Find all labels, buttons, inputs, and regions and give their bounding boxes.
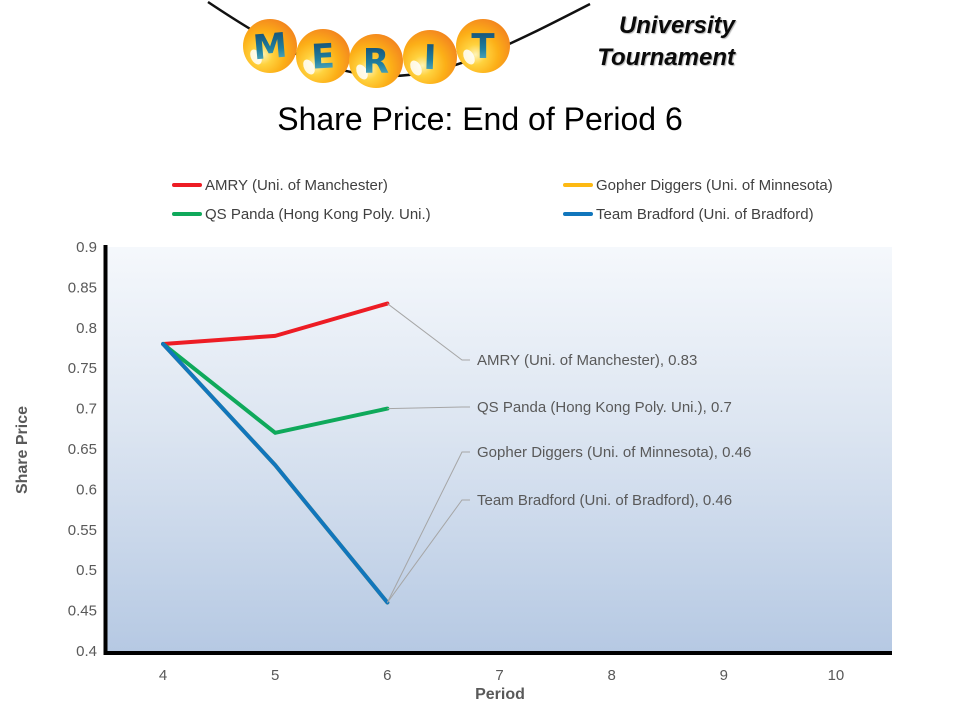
series-line-1 <box>161 301 390 346</box>
share-price-chart: 0.9 0.85 0.8 0.75 0.7 0.65 0.6 0.55 0.5 0.45 0.4 4… <box>68 239 892 684</box>
y-tick-label: 0.75 <box>68 360 97 377</box>
y-tick-label: 0.45 <box>68 603 97 620</box>
ball-glint <box>410 60 422 76</box>
chart-title: Share Price: End of Period 6 <box>277 101 683 137</box>
leader-line <box>387 303 470 361</box>
ball-glint <box>250 49 262 65</box>
logo-letter-i: I <box>423 38 437 78</box>
logo-subtitle: University Tournament <box>545 10 735 74</box>
leader-line <box>386 499 470 603</box>
x-tick-label: 8 <box>607 667 615 684</box>
x-tick-label: 4 <box>159 667 167 684</box>
leader-line <box>387 406 470 410</box>
data-label-series-4: Team Bradford (Uni. of Bradford), 0.46 <box>477 492 732 509</box>
series-line-4 <box>161 341 390 605</box>
x-tick-label: 5 <box>271 667 279 684</box>
legend-item-2: Gopher Diggers (Uni. of Minnesota) <box>563 176 833 194</box>
x-tick-label: 9 <box>720 667 728 684</box>
logo-letter-r: R <box>363 42 389 82</box>
subtitle-line-2: Tournament <box>597 44 735 71</box>
logo-letter-t: T <box>471 27 495 67</box>
leader-line <box>386 451 470 603</box>
x-tick-label: 10 <box>828 667 845 684</box>
legend-line-swatch <box>563 212 593 216</box>
y-tick-label: 0.7 <box>76 401 97 418</box>
y-tick-label: 0.4 <box>76 643 97 660</box>
data-label-series-2: Gopher Diggers (Uni. of Minnesota), 0.46 <box>477 444 751 461</box>
data-labels: AMRY (Uni. of Manchester), 0.83 QS Panda … <box>477 352 751 509</box>
x-axis-title: Period <box>475 686 525 703</box>
x-axis-ticks: 4 5 6 7 8 9 10 <box>159 667 844 684</box>
legend-item-3: QS Panda (Hong Kong Poly. Uni.) <box>172 205 431 223</box>
logo-letter-e: E <box>310 36 335 77</box>
y-tick-label: 0.65 <box>68 441 97 458</box>
y-tick-label: 0.9 <box>76 239 97 256</box>
subtitle-line-1: University <box>618 12 735 39</box>
ball-glint <box>356 64 368 80</box>
legend-label: Team Bradford (Uni. of Bradford) <box>596 205 814 223</box>
x-tick-label: 6 <box>383 667 391 684</box>
legend-line-swatch <box>563 183 593 187</box>
plot-area <box>107 247 892 651</box>
legend-label: Gopher Diggers (Uni. of Minnesota) <box>596 176 833 194</box>
legend-line-swatch <box>172 183 202 187</box>
ball-glint <box>463 49 475 65</box>
logo-letter-m: M <box>251 26 288 69</box>
legend-line-swatch <box>172 212 202 216</box>
y-tick-label: 0.55 <box>68 522 97 539</box>
y-tick-label: 0.6 <box>76 481 97 498</box>
data-label-series-1: AMRY (Uni. of Manchester), 0.83 <box>477 352 697 369</box>
y-tick-label: 0.5 <box>76 562 97 579</box>
y-axis-title: Share Price <box>14 405 31 495</box>
legend-item-4: Team Bradford (Uni. of Bradford) <box>563 205 814 223</box>
ball-glint <box>303 59 315 75</box>
legend-item-1: AMRY (Uni. of Manchester) <box>172 176 388 194</box>
x-tick-label: 7 <box>495 667 503 684</box>
data-label-series-3: QS Panda (Hong Kong Poly. Uni.), 0.7 <box>477 399 732 416</box>
series-line-3 <box>161 341 390 435</box>
legend-label: AMRY (Uni. of Manchester) <box>205 176 388 194</box>
series-lines <box>161 301 390 605</box>
y-axis-ticks: 0.9 0.85 0.8 0.75 0.7 0.65 0.6 0.55 0.5 0.45 0.4 <box>68 239 97 660</box>
y-tick-label: 0.8 <box>76 320 97 337</box>
data-label-leaders <box>386 303 470 603</box>
y-tick-label: 0.85 <box>68 279 97 296</box>
legend-label: QS Panda (Hong Kong Poly. Uni.) <box>205 205 431 223</box>
